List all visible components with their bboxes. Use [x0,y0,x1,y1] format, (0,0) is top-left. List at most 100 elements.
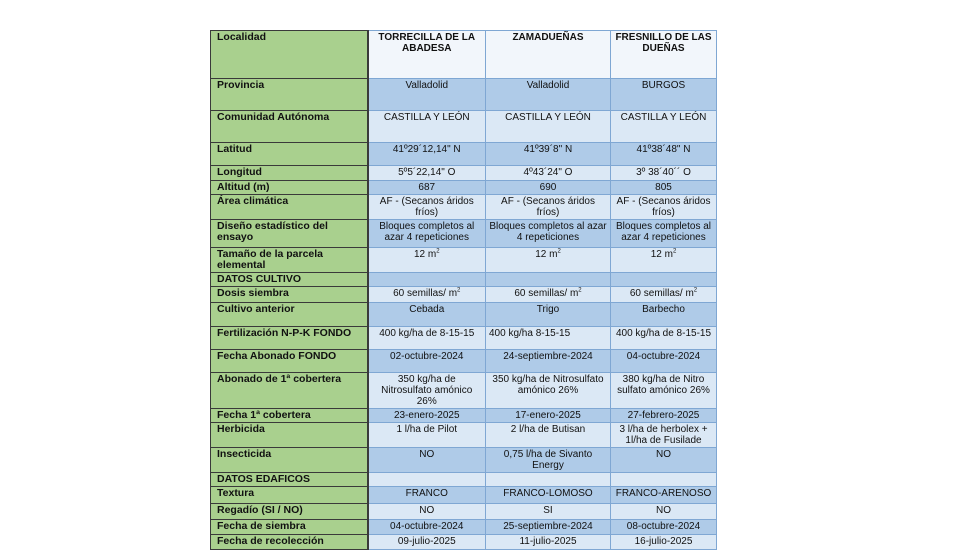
cell-text: FRANCO [405,488,448,499]
table-row: Fecha 1ª cobertera 23-enero-2025 17-enero-… [210,408,717,423]
cell-value: FRANCO-ARENOSO [610,486,717,504]
table-row: Tamaño de la parcela elemental 12 m2 12 m2… [210,247,717,273]
table-row: Altitud (m) 687 690 805 [210,180,717,195]
cell-value: 400 kg/ha 8-15-15 [485,326,611,350]
cell-value: BURGOS [610,78,717,111]
row-label: Fecha 1ª cobertera [210,408,369,423]
cell-value: 3 l/ha de herbolex + 1l/ha de Fusilade [610,422,717,448]
cell-value: Cebada [367,302,486,327]
cell-text: 11-julio-2025 [519,536,577,547]
cell-text: CASTILLA Y LEÓN [505,112,591,123]
cell-value: FRANCO-LOMOSO [485,486,611,504]
cell-text: Trigo [536,304,560,315]
cell-value: 4º43´24" O [485,165,611,181]
table-row: DATOS EDAFICOS [210,472,717,487]
cell-value: 5º5´22,14" O [367,165,486,181]
cell-text: NO [419,449,435,460]
cell-text: 2 l/ha de Butisan [510,424,586,435]
cell-value: 60 semillas/ m2 [367,286,486,303]
table-row: DATOS CULTIVO [210,272,717,287]
row-label: Tamaño de la parcela elemental [210,247,369,273]
row-label: Localidad [210,30,369,79]
cell-value: 380 kg/ha de Nitro sulfato amónico 26% [610,372,717,409]
cell-value: 3º 38´40´´ O [610,165,717,181]
cell-text: 690 [539,182,557,193]
table-row: Fecha de recolección 09-julio-2025 11-juli… [210,534,717,550]
cell-text: 24-septiembre-2024 [503,351,593,362]
cell-value [485,472,611,487]
cell-text: 805 [655,182,672,193]
cell-value: CASTILLA Y LEÓN [367,110,486,143]
row-label: Dosis siembra [210,286,369,303]
cell-value [485,272,611,287]
cell-value [610,472,717,487]
cell-value [367,472,486,487]
cell-text: SI [543,505,553,516]
table-row: Textura FRANCO FRANCO-LOMOSO FRANCO-ARENOSO [210,486,717,504]
cell-value: AF - (Secanos áridos fríos) [610,194,717,220]
cell-text: 16-julio-2025 [634,536,693,547]
cell-text: BURGOS [641,80,686,91]
row-label: Altitud (m) [210,180,369,195]
site-header: ZAMADUEÑAS [485,30,611,79]
cell-text: AF - (Secanos áridos fríos) [379,196,474,218]
row-label: Comunidad Autónoma [210,110,369,143]
row-label: Herbicida [210,422,369,448]
cell-text: 08-octubre-2024 [626,521,701,532]
table-row: Comunidad Autónoma CASTILLA Y LEÓN CASTILL… [210,110,717,143]
cell-value: 12 m2 [367,247,486,273]
cell-value: NO [610,447,717,473]
row-label: DATOS EDAFICOS [210,472,369,487]
cell-value: 08-octubre-2024 [610,519,717,535]
table-row: Fecha Abonado FONDO 02-octubre-2024 24-sep… [210,349,717,373]
cell-value: 17-enero-2025 [485,408,611,423]
cell-text: 400 kg/ha de 8-15-15 [615,328,712,339]
cell-value: 2 l/ha de Butisan [485,422,611,448]
row-label: Fecha Abonado FONDO [210,349,369,373]
cell-value: 11-julio-2025 [485,534,611,550]
cell-text: 400 kg/ha de 8-15-15 [379,328,475,339]
superscript: 2 [557,248,561,255]
cell-text: 3º 38´40´´ O [636,167,691,178]
cell-text: Cebada [409,304,445,315]
cell-text: 60 semillas/ m [629,288,694,299]
cell-text: 12 m [535,249,558,260]
row-label: Insecticida [210,447,369,473]
cell-value: 41º38´48" N [610,142,717,166]
cell-value: SI [485,503,611,520]
cell-text: 04-octubre-2024 [390,521,464,532]
superscript: 2 [672,248,677,255]
cell-text: 41º29´12,14" N [392,144,461,155]
row-label: Diseño estadístico del ensayo [210,219,369,248]
header-row: Localidad TORRECILLA DE LA ABADESA ZAMAD… [210,30,717,79]
cell-value: 24-septiembre-2024 [485,349,611,373]
cell-value: CASTILLA Y LEÓN [610,110,717,143]
cell-value: FRANCO [367,486,486,504]
cell-value: Bloques completos al azar 4 repeticiones [367,219,486,248]
cell-text: 4º43´24" O [523,167,573,178]
cell-text: CASTILLA Y LEÓN [620,112,707,123]
row-label: Fecha de siembra [210,519,369,535]
cell-value: 23-enero-2025 [367,408,486,423]
table-row: Diseño estadístico del ensayo Bloques com… [210,219,717,248]
row-label: Textura [210,486,369,504]
row-label: Latitud [210,142,369,166]
cell-value: 350 kg/ha de Nitrosulfato amónico 26% [367,372,486,409]
cell-text: 17-enero-2025 [515,410,581,421]
cell-value: 16-julio-2025 [610,534,717,550]
cell-text: 04-octubre-2024 [626,351,701,362]
cell-text: 41º38´48" N [636,144,691,155]
cell-value: AF - (Secanos áridos fríos) [485,194,611,220]
cell-text: 60 semillas/ m [514,288,579,299]
cell-value: 1 l/ha de Pilot [367,422,486,448]
cell-value: CASTILLA Y LEÓN [485,110,611,143]
table-row: Herbicida 1 l/ha de Pilot 2 l/ha de Butisa… [210,422,717,448]
cell-value: 687 [367,180,486,195]
cell-value: AF - (Secanos áridos fríos) [367,194,486,220]
superscript: 2 [457,287,461,294]
cell-value: 04-octubre-2024 [610,349,717,373]
cell-value: 02-octubre-2024 [367,349,486,373]
cell-value: 04-octubre-2024 [367,519,486,535]
cell-value: 12 m2 [485,247,611,273]
row-label: Provincia [210,78,369,111]
